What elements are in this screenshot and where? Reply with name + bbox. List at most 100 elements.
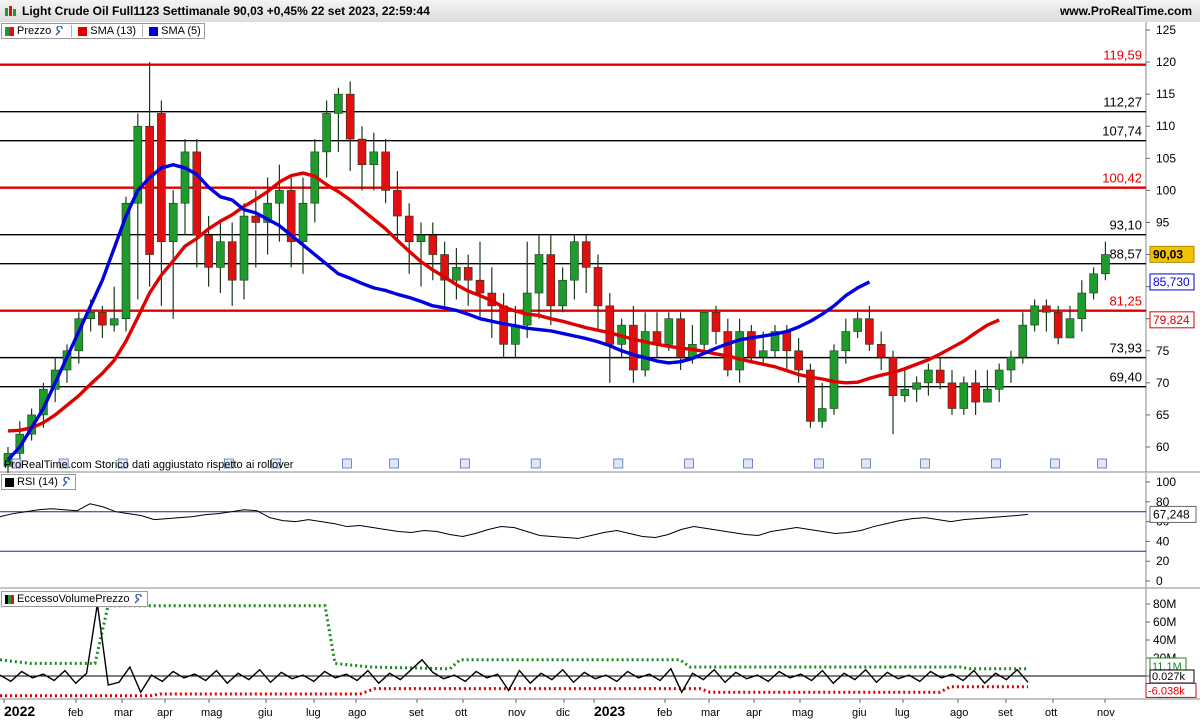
candle-body[interactable] xyxy=(393,190,402,217)
candle-body[interactable] xyxy=(817,408,827,422)
wrench-icon[interactable] xyxy=(61,476,72,488)
candle-body[interactable] xyxy=(157,113,166,243)
rsi-legend[interactable]: RSI (14) xyxy=(1,474,76,490)
candle-body[interactable] xyxy=(865,318,874,345)
candle-body[interactable] xyxy=(263,202,272,223)
candle-body[interactable] xyxy=(1089,273,1098,294)
candle-body[interactable] xyxy=(546,254,556,307)
candle-body[interactable] xyxy=(286,190,296,243)
candle-body[interactable] xyxy=(605,305,615,345)
candle-body[interactable] xyxy=(983,388,992,403)
candle-body[interactable] xyxy=(841,331,851,352)
price-pane[interactable]: 1251201151101051009590858075706560119,59… xyxy=(0,22,1200,480)
candle-body[interactable] xyxy=(204,234,213,268)
candle-body[interactable] xyxy=(900,388,910,396)
event-marker-icon[interactable] xyxy=(1097,458,1107,469)
candle-body[interactable] xyxy=(888,356,898,396)
chart-canvas[interactable]: 1251201151101051009590858075706560119,59… xyxy=(0,22,1200,720)
candle-body[interactable] xyxy=(404,215,414,243)
candle-body[interactable] xyxy=(758,350,768,358)
event-marker-icon[interactable] xyxy=(1050,458,1060,469)
candle-body[interactable] xyxy=(747,331,756,358)
candle-body[interactable] xyxy=(947,382,957,409)
candle-body[interactable] xyxy=(452,267,461,281)
candle-body[interactable] xyxy=(168,202,178,243)
wrench-icon[interactable] xyxy=(54,25,65,37)
candle-body[interactable] xyxy=(924,369,933,384)
candle-body[interactable] xyxy=(581,241,591,268)
candle-body[interactable] xyxy=(416,234,426,243)
candle-body[interactable] xyxy=(133,125,143,204)
candle-body[interactable] xyxy=(664,318,674,345)
candle-body[interactable] xyxy=(475,279,485,294)
candle-body[interactable] xyxy=(109,318,119,326)
event-marker-icon[interactable] xyxy=(58,458,69,469)
candle-body[interactable] xyxy=(782,331,792,352)
candle-body[interactable] xyxy=(1101,254,1110,275)
candle-body[interactable] xyxy=(1065,318,1075,339)
volume-legend[interactable]: EccessoVolumePrezzo xyxy=(1,591,148,607)
candle-body[interactable] xyxy=(640,331,650,371)
candle-body[interactable] xyxy=(876,344,886,358)
candle-body[interactable] xyxy=(121,202,131,319)
rsi-pane[interactable]: 10080604020067,248 xyxy=(0,473,1200,589)
candle-body[interactable] xyxy=(357,138,367,166)
candle-body[interactable] xyxy=(463,267,473,281)
candle-body[interactable] xyxy=(522,292,532,326)
candle-body[interactable] xyxy=(935,369,945,384)
candle-body[interactable] xyxy=(345,93,355,140)
event-marker-icon[interactable] xyxy=(684,458,694,469)
event-marker-icon[interactable] xyxy=(530,458,541,469)
candle-body[interactable] xyxy=(570,241,579,281)
wrench-icon[interactable] xyxy=(133,593,144,605)
site-label[interactable]: www.ProRealTime.com xyxy=(1059,4,1192,18)
candle-body[interactable] xyxy=(629,324,638,371)
candle-body[interactable] xyxy=(1053,311,1063,339)
candle-body[interactable] xyxy=(534,254,544,294)
candle-body[interactable] xyxy=(298,202,308,243)
candle-body[interactable] xyxy=(98,311,107,326)
candle-body[interactable] xyxy=(227,241,237,281)
candle-body[interactable] xyxy=(853,318,862,332)
candle-body[interactable] xyxy=(334,93,343,114)
candle-body[interactable] xyxy=(699,311,709,345)
candle-body[interactable] xyxy=(369,151,379,166)
candle-body[interactable] xyxy=(1042,305,1051,313)
event-marker-icon[interactable] xyxy=(861,458,871,469)
candle-body[interactable] xyxy=(994,369,1004,390)
event-marker-icon[interactable] xyxy=(117,458,128,469)
candle-body[interactable] xyxy=(428,234,438,255)
event-marker-icon[interactable] xyxy=(11,458,22,469)
candle-body[interactable] xyxy=(711,311,721,332)
candle-body[interactable] xyxy=(1006,356,1016,371)
candle-body[interactable] xyxy=(593,267,603,307)
candle-body[interactable] xyxy=(735,331,744,371)
event-marker-icon[interactable] xyxy=(991,458,1001,469)
candle-body[interactable] xyxy=(239,215,249,281)
candle-body[interactable] xyxy=(145,125,154,255)
candle-body[interactable] xyxy=(770,331,780,352)
event-marker-icon[interactable] xyxy=(223,458,234,469)
event-marker-icon[interactable] xyxy=(389,458,400,469)
candle-body[interactable] xyxy=(723,331,733,371)
volume-pane[interactable]: 80M60M40M20M0-20M11.1M0.027k-6.038k xyxy=(0,589,1200,701)
candle-body[interactable] xyxy=(971,382,980,403)
event-marker-icon[interactable] xyxy=(613,458,624,469)
event-marker-icon[interactable] xyxy=(814,458,824,469)
candle-body[interactable] xyxy=(216,241,225,268)
candle-body[interactable] xyxy=(558,279,567,307)
candle-body[interactable] xyxy=(440,254,449,281)
event-marker-icon[interactable] xyxy=(271,458,282,469)
candle-body[interactable] xyxy=(912,382,921,390)
candle-body[interactable] xyxy=(959,382,969,409)
event-marker-icon[interactable] xyxy=(341,458,352,469)
candle-body[interactable] xyxy=(251,215,261,223)
candle-body[interactable] xyxy=(180,151,190,204)
candle-body[interactable] xyxy=(676,318,685,358)
price-legend[interactable]: Prezzo SMA (13) SMA (5) xyxy=(1,23,205,39)
candle-body[interactable] xyxy=(322,113,331,153)
candle-body[interactable] xyxy=(806,369,815,422)
event-marker-icon[interactable] xyxy=(743,458,753,469)
candle-body[interactable] xyxy=(1077,292,1087,319)
candle-body[interactable] xyxy=(1030,305,1039,326)
